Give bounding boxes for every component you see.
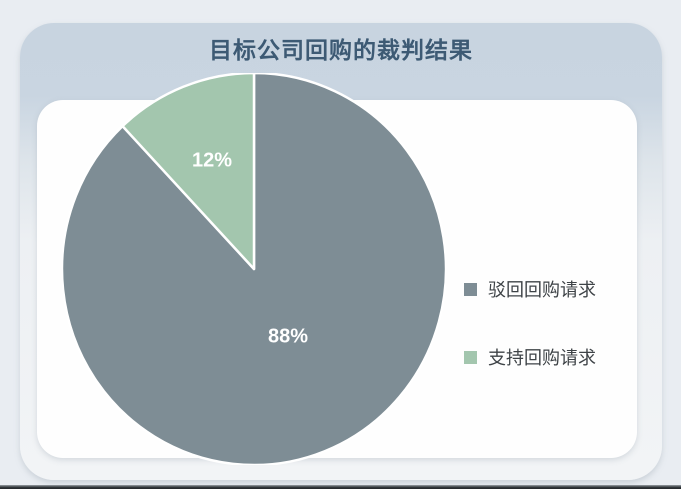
pie-label-supported: 12% (191, 149, 233, 172)
legend-item-supported: 支持回购请求 (464, 344, 596, 370)
legend-label: 支持回购请求 (488, 348, 596, 368)
legend-swatch-icon (464, 282, 477, 296)
bottom-divider (0, 485, 681, 489)
chart-title: 目标公司回购的裁判结果 (209, 37, 473, 63)
pie-chart: 88% 12% (62, 73, 446, 465)
legend-swatch-icon (464, 350, 477, 364)
pie-svg (62, 73, 446, 465)
legend-item-rejected: 驳回回购请求 (464, 276, 596, 302)
legend-label: 驳回回购请求 (488, 280, 596, 300)
pie-label-rejected: 88% (267, 325, 309, 348)
pie-slice-supported (121, 73, 256, 271)
